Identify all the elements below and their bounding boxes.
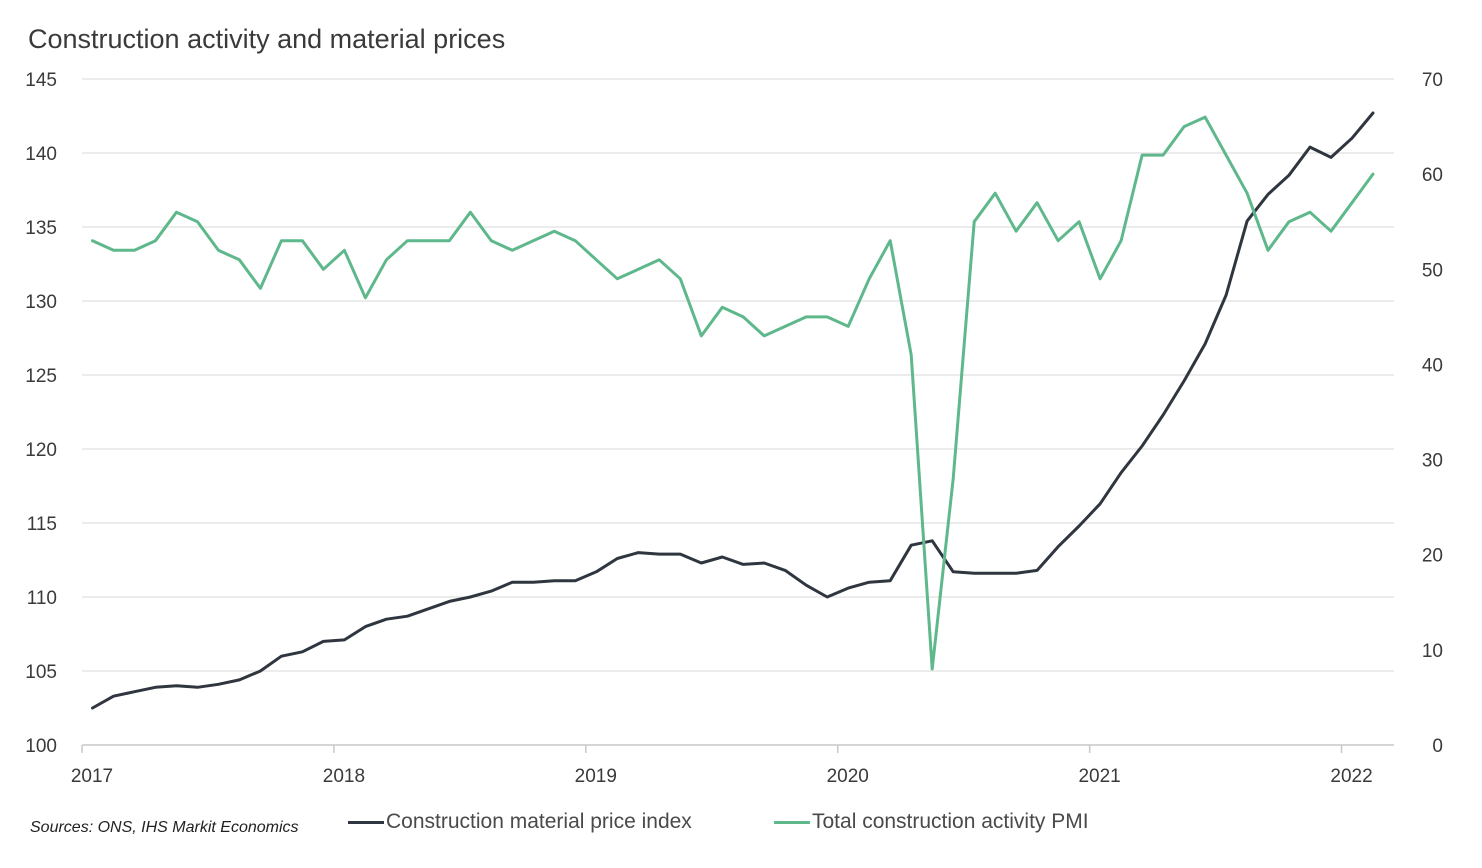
y-right-tick-label: 40 <box>1422 355 1443 376</box>
x-tick-label: 2021 <box>1078 766 1120 787</box>
y-right-tick-label: 60 <box>1422 165 1443 186</box>
y-left-tick-label: 145 <box>25 70 57 91</box>
y-right-tick-label: 30 <box>1422 451 1443 472</box>
y-left-tick-label: 140 <box>25 144 57 165</box>
series-line-price-index <box>91 111 1375 710</box>
y-left-tick-label: 135 <box>25 218 57 239</box>
y-left-tick-label: 110 <box>27 588 57 609</box>
legend-label-price-index: Construction material price index <box>386 810 692 833</box>
chart-title: Construction activity and material price… <box>28 24 506 54</box>
x-axis <box>81 744 1394 753</box>
y-right-tick-label: 70 <box>1422 70 1443 91</box>
y-right-tick-label: 20 <box>1422 546 1443 567</box>
legend-swatch-pmi <box>774 820 810 824</box>
y-axis-right: 0 10 20 30 40 50 60 70 <box>1422 70 1443 757</box>
series-lines <box>91 111 1375 710</box>
x-tick-label: 2017 <box>71 766 113 787</box>
source-note: Sources: ONS, IHS Markit Economics <box>30 819 299 836</box>
x-tick-label: 2019 <box>575 766 617 787</box>
y-axis-left: 100 105 110 115 120 125 130 135 140 145 <box>25 70 57 757</box>
y-left-tick-label: 125 <box>25 366 57 387</box>
x-axis-labels: 2017 2018 2019 2020 2021 2022 <box>71 766 1373 787</box>
legend-label-pmi: Total construction activity PMI <box>812 810 1089 833</box>
x-tick-label: 2022 <box>1330 766 1372 787</box>
x-tick-label: 2018 <box>323 766 365 787</box>
y-left-tick-label: 115 <box>27 514 57 535</box>
y-right-tick-label: 0 <box>1432 736 1443 757</box>
series-line-pmi <box>91 115 1375 671</box>
y-left-tick-label: 100 <box>25 736 57 757</box>
legend-swatch-price-index <box>348 820 384 824</box>
y-left-tick-label: 120 <box>25 440 57 461</box>
legend-item-price-index: Construction material price index <box>348 810 692 834</box>
y-right-tick-label: 10 <box>1422 641 1443 662</box>
y-right-tick-label: 50 <box>1422 260 1443 281</box>
legend-item-pmi: Total construction activity PMI <box>774 810 1089 834</box>
y-left-tick-label: 105 <box>25 662 57 683</box>
y-left-tick-label: 130 <box>25 292 57 313</box>
x-tick-label: 2020 <box>827 766 869 787</box>
gridlines <box>82 78 1394 672</box>
